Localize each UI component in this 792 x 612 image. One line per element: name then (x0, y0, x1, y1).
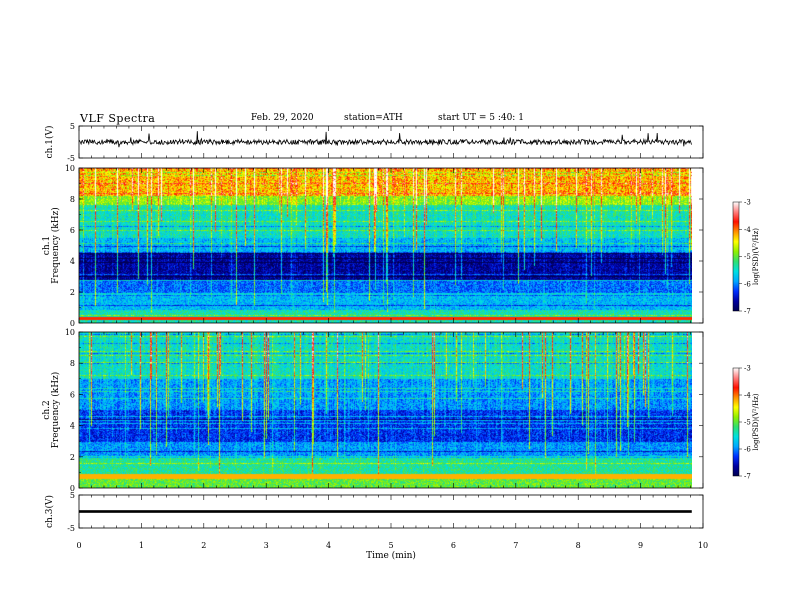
ch1-spectrogram-ytick-label: 0 (70, 319, 75, 328)
x-tick-label: 4 (326, 541, 331, 550)
ch2-spectrogram-ytick-label: 4 (70, 422, 75, 431)
x-tick-label: 3 (264, 541, 269, 550)
x-tick-label: 2 (201, 541, 206, 550)
ch2-spectrogram-ytick-label: 8 (70, 359, 75, 368)
ch1-spectrogram-colorbar-label: log(PSD)(V²/Hz) (752, 228, 760, 285)
ch2-spectrogram-ytick-label: 10 (65, 328, 75, 337)
ch2-spectrogram-image (79, 332, 692, 488)
x-tick-label: 7 (513, 541, 518, 550)
ch3-waveform-ytick-label: 5 (70, 491, 75, 500)
x-tick-label: 0 (76, 541, 81, 550)
chart-title: VLF Spectra (80, 112, 156, 125)
ch2-spectrogram-colorbar-label: log(PSD)(V²/Hz) (752, 393, 760, 450)
ch1-spectrogram-ytick-label: 2 (70, 288, 75, 297)
ch1-waveform-ytick-label: 5 (70, 122, 75, 131)
ch2-spectrogram-colorbar-tick-label: -6 (744, 446, 751, 454)
ch1-spectrogram-ylabel: ch.1 (42, 236, 52, 255)
station-label: station=ATH (344, 113, 403, 123)
x-tick-label: 5 (388, 541, 393, 550)
x-tick-label: 10 (698, 541, 708, 550)
ch1-spectrogram-ylabel2: Frequency (kHz) (50, 207, 61, 284)
x-tick-label: 6 (451, 541, 456, 550)
x-tick-label: 9 (638, 541, 643, 550)
ch2-spectrogram-colorbar-tick-label: -5 (744, 419, 751, 427)
x-tick-label: 8 (576, 541, 581, 550)
ch1-spectrogram-colorbar-tick-label: -4 (744, 226, 751, 234)
ch1-spectrogram-colorbar-tick-label: -3 (744, 199, 751, 207)
ch2-spectrogram-ylabel: ch.2 (42, 400, 52, 419)
ch1-spectrogram-image (79, 168, 692, 323)
ch1-waveform-trace (78, 131, 692, 148)
ch1-spectrogram-colorbar-tick-label: -6 (744, 280, 751, 288)
x-tick-label: 1 (139, 541, 144, 550)
ch3-waveform-ytick-label: -5 (67, 524, 75, 533)
ch1-spectrogram-ytick-label: 6 (70, 226, 75, 235)
ch2-spectrogram-colorbar-tick-label: -7 (744, 473, 751, 481)
start-time-label: start UT = 5 :40: 1 (438, 113, 524, 123)
ch2-spectrogram-ylabel2: Frequency (kHz) (50, 372, 61, 449)
ch2-spectrogram-ytick-label: 6 (70, 390, 75, 399)
ch2-spectrogram-ytick-label: 0 (70, 484, 75, 493)
date-label: Feb. 29, 2020 (251, 113, 314, 123)
ch3-waveform-trace (79, 510, 692, 513)
ch1-waveform-ytick-label: -5 (67, 154, 75, 163)
ch2-spectrogram-colorbar-tick-label: -4 (744, 392, 751, 400)
ch1-spectrogram-colorbar-tick-label: -5 (744, 253, 751, 261)
ch3-waveform-ylabel: ch.3(V) (44, 495, 55, 528)
ch1-spectrogram-ytick-label: 4 (70, 257, 75, 266)
ch1-spectrogram-ytick-label: 10 (65, 164, 75, 173)
ch2-spectrogram-colorbar-tick-label: -3 (744, 365, 751, 373)
ch1-spectrogram-colorbar-tick-label: -7 (744, 308, 751, 316)
ch2-spectrogram-colorbar (732, 367, 740, 477)
ch2-spectrogram-ytick-label: 2 (70, 453, 75, 462)
ch1-spectrogram-ytick-label: 8 (70, 195, 75, 204)
ch1-spectrogram-colorbar (732, 201, 740, 312)
ch1-waveform-ylabel: ch.1(V) (44, 126, 55, 159)
x-axis-label: Time (min) (366, 550, 416, 561)
